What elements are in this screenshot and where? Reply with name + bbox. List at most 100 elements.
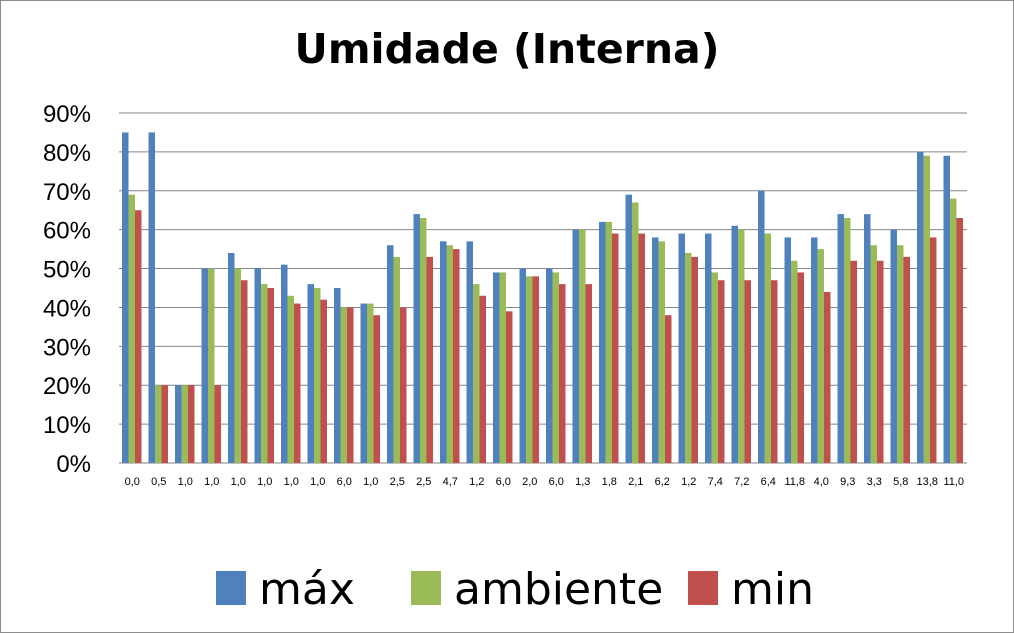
bar-máx-28 [864,214,871,463]
y-tick-label: 0% [56,451,91,478]
bar-min-20 [665,315,672,463]
legend: máx ambiente min [216,564,814,615]
bar-min-11 [426,256,433,463]
bar-ambiente-11 [420,218,427,463]
bar-ambiente-22 [711,272,718,463]
bar-ambiente-0 [128,194,135,464]
bar-min-3 [214,385,221,463]
bar-min-4 [241,280,248,463]
bar-min-29 [903,256,910,463]
bar-máx-19 [625,194,632,464]
x-tick-label: 1,2 [681,476,696,488]
legend-swatch-0 [216,571,246,605]
bar-máx-29 [890,229,897,463]
bar-min-15 [532,276,539,463]
bar-máx-30 [917,151,924,463]
legend-swatch-1 [411,571,441,605]
bar-máx-14 [493,272,500,463]
bar-min-26 [824,291,831,463]
bar-min-5 [267,288,274,463]
y-tick-label: 30% [43,334,91,361]
x-tick-label: 2,1 [628,476,643,488]
bar-máx-26 [811,237,818,463]
bar-ambiente-19 [632,202,639,463]
legend-label-2: min [731,564,814,615]
bar-min-9 [373,315,380,463]
bar-máx-18 [599,221,606,463]
x-tick-label: 7,4 [708,476,723,488]
bar-ambiente-17 [579,229,586,463]
bar-ambiente-27 [844,218,851,463]
bar-ambiente-13 [473,284,480,463]
bar-ambiente-18 [605,221,612,463]
bar-máx-20 [652,237,659,463]
bar-min-21 [691,256,698,463]
bar-máx-25 [784,237,791,463]
chart-title: Umidade (Interna) [295,25,720,73]
bar-máx-13 [466,241,473,463]
y-tick-label: 50% [43,257,91,284]
x-tick-label: 0,5 [151,476,166,488]
x-tick-label: 1,3 [575,476,590,488]
bar-máx-0 [122,132,129,463]
bar-ambiente-31 [950,198,957,463]
bar-máx-7 [307,284,314,463]
bar-máx-1 [148,132,155,463]
bar-ambiente-6 [287,295,294,463]
bar-min-14 [506,311,513,463]
bar-min-0 [135,210,142,463]
bar-máx-10 [387,245,394,463]
x-tick-label: 2,5 [390,476,405,488]
bar-ambiente-5 [261,284,268,463]
bar-máx-24 [758,190,765,463]
x-tick-label: 1,0 [284,476,299,488]
x-tick-label: 1,0 [231,476,246,488]
bar-ambiente-21 [685,253,692,463]
bar-ambiente-9 [367,303,374,463]
bar-min-27 [850,260,857,463]
bar-máx-3 [201,268,208,463]
x-tick-label: 0,0 [125,476,140,488]
bar-ambiente-25 [791,260,798,463]
bar-min-10 [400,307,407,463]
bar-min-1 [161,385,168,463]
x-tick-label: 1,0 [204,476,219,488]
bar-ambiente-4 [234,268,241,463]
x-tick-label: 6,0 [496,476,511,488]
y-tick-label: 70% [43,179,91,206]
bar-min-18 [612,233,619,463]
bar-ambiente-10 [393,256,400,463]
x-tick-label: 4,7 [443,476,458,488]
bar-ambiente-8 [340,307,347,463]
y-tick-label: 10% [43,412,91,439]
x-tick-label: 5,8 [893,476,908,488]
x-tick-label: 9,3 [840,476,855,488]
bar-ambiente-23 [738,229,745,463]
x-tick-label: 1,0 [178,476,193,488]
x-tick-label: 1,2 [469,476,484,488]
bar-ambiente-26 [817,249,824,463]
x-tick-label: 13,8 [917,476,938,488]
bar-min-13 [479,295,486,463]
y-tick-label: 20% [43,373,91,400]
bar-min-17 [585,284,592,463]
bar-máx-17 [572,229,579,463]
legend-label-0: máx [259,564,355,615]
bar-máx-31 [943,155,950,463]
bar-min-30 [930,237,937,463]
bar-máx-5 [254,268,261,463]
x-tick-label: 1,8 [602,476,617,488]
x-tick-label: 2,0 [522,476,537,488]
y-tick-label: 60% [43,218,91,245]
bar-min-25 [797,272,804,463]
y-axis-ticks: 0% 10% 20% 30% 40% 50% 60% 70% 80% 90% [43,101,91,478]
bar-máx-15 [519,268,526,463]
bar-ambiente-12 [446,245,453,463]
bar-ambiente-7 [314,288,321,463]
legend-swatch-2 [688,571,718,605]
bar-min-24 [771,280,778,463]
x-tick-label: 1,0 [310,476,325,488]
x-tick-label: 11,0 [943,476,964,488]
bar-min-6 [294,303,301,463]
